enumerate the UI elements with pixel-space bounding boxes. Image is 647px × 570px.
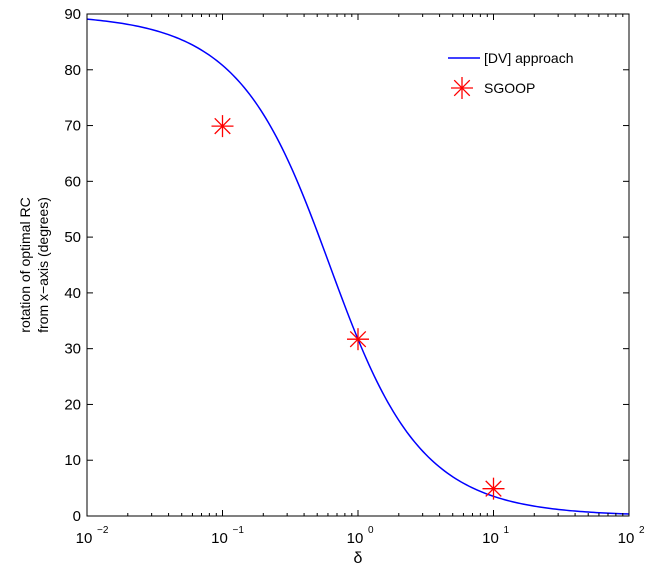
legend-box <box>440 41 610 103</box>
x-tick-exponent: 1 <box>504 525 510 536</box>
y-tick-label: 20 <box>64 396 81 413</box>
legend-asterisk-marker <box>451 77 473 99</box>
x-tick-label: 10 <box>76 530 93 547</box>
y-tick-label: 30 <box>64 341 81 358</box>
x-tick-label: 10 <box>482 530 499 547</box>
y-tick-label: 60 <box>64 173 81 190</box>
x-tick-exponent: −1 <box>233 525 245 536</box>
legend-label-sgoop: SGOOP <box>484 80 535 96</box>
y-axis-label: rotation of optimal RC from x−axis (degr… <box>17 197 51 333</box>
axis-layer: 0 10 20 30 40 50 60 70 80 90 10 −2 10 −1 10 0 10 1 10 2 <box>64 6 645 547</box>
legend-asterisk <box>451 77 473 99</box>
x-axis-label: δ <box>354 550 363 565</box>
y-tick-label: 10 <box>64 452 81 469</box>
series-layer <box>86 18 630 515</box>
y-tick-label: 70 <box>64 118 81 135</box>
sgoop-point <box>211 115 234 138</box>
sgoop-point <box>482 477 505 500</box>
y-tick-label: 80 <box>64 62 81 79</box>
y-tick-label: 0 <box>73 508 81 525</box>
y-tick-label: 40 <box>64 285 81 302</box>
sgoop-point-stroke <box>349 330 367 348</box>
y-tick-label: 50 <box>64 229 81 246</box>
x-tick-label: 10 <box>347 530 364 547</box>
x-tick-label: 10 <box>211 530 228 547</box>
legend-label-dv-approach: [DV] approach <box>484 50 574 66</box>
sgoop-point-stroke <box>485 480 502 497</box>
x-tick-label: 10 <box>618 530 635 547</box>
sgoop-point <box>347 328 369 351</box>
x-tick-exponent: 2 <box>639 525 645 536</box>
x-tick-exponent: −2 <box>97 525 109 536</box>
x-tick-exponent: 0 <box>368 525 374 536</box>
plot-frame <box>86 13 630 517</box>
y-axis-label-line-1: rotation of optimal RC <box>17 197 33 332</box>
y-axis-label-line-2: from x−axis (degrees) <box>35 197 51 333</box>
y-tick-label: 90 <box>64 6 81 23</box>
legend-asterisk-stroke <box>453 79 471 97</box>
legend: [DV] approach SGOOP <box>440 41 610 103</box>
sgoop-point-stroke <box>214 117 231 135</box>
